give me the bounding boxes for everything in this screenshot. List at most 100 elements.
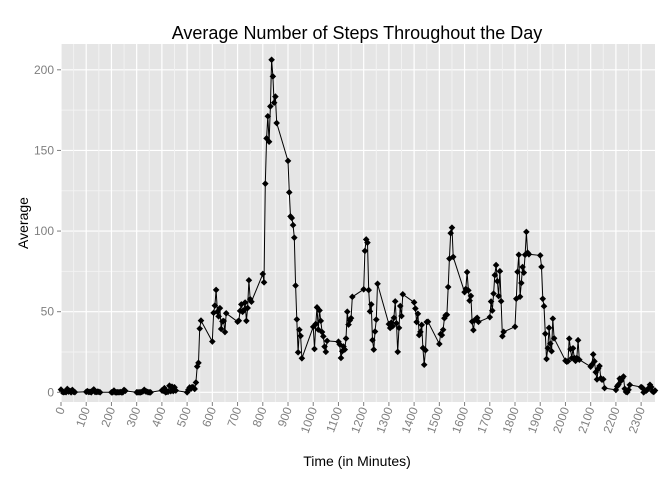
data-point: [369, 336, 376, 344]
data-point: [545, 324, 553, 332]
data-point: [270, 99, 278, 106]
data-point: [465, 287, 472, 294]
data-point: [587, 363, 594, 370]
data-point: [361, 247, 369, 255]
data-point: [216, 304, 224, 312]
data-point: [96, 389, 104, 396]
data-point: [293, 316, 301, 323]
data-point: [414, 310, 422, 318]
data-point: [122, 387, 129, 395]
x-tick-label: 300: [123, 405, 143, 429]
data-point: [272, 93, 279, 100]
x-tick-label: 1100: [323, 405, 345, 434]
data-point: [289, 221, 297, 229]
data-point: [317, 317, 325, 325]
data-point: [269, 73, 277, 80]
data-point: [439, 326, 447, 334]
series-average-steps: [57, 56, 659, 396]
data-point: [589, 351, 597, 358]
data-point: [647, 383, 655, 391]
data-point: [366, 308, 374, 315]
data-point: [418, 321, 425, 329]
x-tick-label: 700: [224, 405, 244, 429]
x-tick-label: 2100: [575, 405, 597, 435]
data-point: [466, 297, 473, 304]
data-point: [470, 326, 477, 334]
data-point: [540, 302, 548, 310]
data-point: [220, 317, 227, 325]
data-point: [192, 379, 200, 386]
data-point: [490, 290, 497, 297]
data-point: [260, 279, 268, 286]
data-point: [549, 315, 557, 322]
data-point: [420, 361, 428, 369]
data-point: [594, 365, 602, 372]
x-axis: 0 100 200 300 400 500 600 700 800 900 1000 1100 1200…: [52, 402, 648, 435]
y-tick-label: 50: [41, 305, 55, 319]
data-point: [296, 326, 303, 334]
x-tick-label: 1000: [298, 405, 320, 435]
data-point: [447, 229, 454, 237]
data-point: [538, 263, 545, 271]
data-point: [463, 268, 471, 276]
y-axis-title: Average: [15, 197, 31, 249]
data-point: [492, 261, 500, 269]
x-tick-label: 1200: [348, 405, 370, 435]
data-point: [626, 381, 634, 389]
data-point: [625, 386, 632, 394]
data-point: [191, 385, 198, 393]
data-point: [371, 328, 379, 335]
x-tick-label: 100: [73, 405, 93, 429]
x-tick-label: 600: [199, 405, 219, 429]
data-point: [222, 310, 230, 317]
data-point: [161, 384, 168, 392]
data-point: [264, 112, 272, 120]
data-point: [294, 349, 302, 356]
x-tick-label: 400: [149, 405, 169, 429]
data-point: [393, 320, 400, 327]
data-point: [309, 323, 317, 331]
data-point: [243, 317, 250, 325]
data-point: [349, 293, 356, 301]
data-point: [623, 388, 631, 396]
data-point: [462, 285, 470, 293]
data-point: [196, 325, 204, 332]
data-point: [364, 239, 371, 246]
data-point: [338, 347, 346, 355]
x-tick-label: 2000: [550, 405, 572, 435]
x-tick-label: 200: [98, 405, 118, 429]
x-tick-label: 0: [52, 405, 68, 416]
data-point: [285, 189, 293, 196]
data-point: [389, 322, 396, 330]
data-point: [367, 301, 375, 308]
data-point: [197, 317, 205, 324]
y-tick-label: 0: [47, 385, 54, 399]
data-point: [515, 251, 523, 259]
data-point: [314, 326, 322, 333]
data-point: [651, 387, 659, 394]
data-point: [323, 337, 331, 345]
x-tick-label: 1500: [424, 405, 446, 435]
data-point: [417, 328, 424, 336]
data-point: [486, 313, 494, 321]
data-point: [235, 317, 243, 325]
data-point: [525, 250, 533, 258]
data-point: [615, 381, 622, 388]
data-point: [345, 321, 352, 328]
data-point: [399, 290, 407, 298]
data-point: [391, 298, 399, 305]
data-point: [396, 302, 404, 310]
data-point: [195, 359, 202, 367]
data-point: [217, 325, 225, 333]
x-tick-label: 900: [275, 405, 295, 429]
data-point: [550, 335, 558, 342]
data-point: [422, 346, 429, 354]
data-point: [536, 252, 544, 259]
data-point: [620, 373, 627, 380]
data-point: [245, 276, 253, 284]
data-point: [438, 331, 446, 339]
data-point: [265, 138, 273, 146]
data-point: [171, 384, 178, 391]
data-point: [347, 314, 355, 322]
data-point: [448, 224, 456, 231]
